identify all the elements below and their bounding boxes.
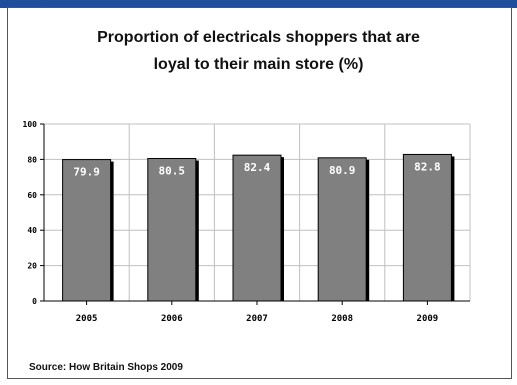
bar-value-label: 82.4 <box>244 161 271 174</box>
x-tick-label: 2006 <box>161 314 183 324</box>
bar-value-label: 80.5 <box>159 165 186 178</box>
x-tick-label: 2007 <box>246 314 268 324</box>
y-tick-label: 0 <box>32 297 37 306</box>
bar <box>317 157 367 302</box>
bar-value-label: 79.9 <box>73 166 100 179</box>
y-tick-label: 100 <box>23 120 38 129</box>
y-tick-label: 80 <box>27 155 37 164</box>
y-tick-label: 60 <box>27 191 37 200</box>
bar <box>147 158 197 302</box>
bar <box>232 154 282 302</box>
x-tick-label: 2009 <box>417 314 439 324</box>
bar-value-label: 80.9 <box>329 164 356 177</box>
source-note: Source: How Britain Shops 2009 <box>29 362 183 373</box>
bar-value-label: 82.8 <box>414 160 441 173</box>
y-tick-label: 40 <box>27 226 37 235</box>
header-band: p y y <box>0 0 517 8</box>
x-tick-label: 2008 <box>331 314 353 324</box>
bar <box>62 159 112 302</box>
chart-title: Proportion of electricals shoppers that … <box>97 29 420 73</box>
header-band-text: p y y <box>0 0 46 8</box>
x-tick-label: 2005 <box>76 314 98 324</box>
bar <box>402 153 452 302</box>
y-tick-label: 20 <box>27 262 37 271</box>
